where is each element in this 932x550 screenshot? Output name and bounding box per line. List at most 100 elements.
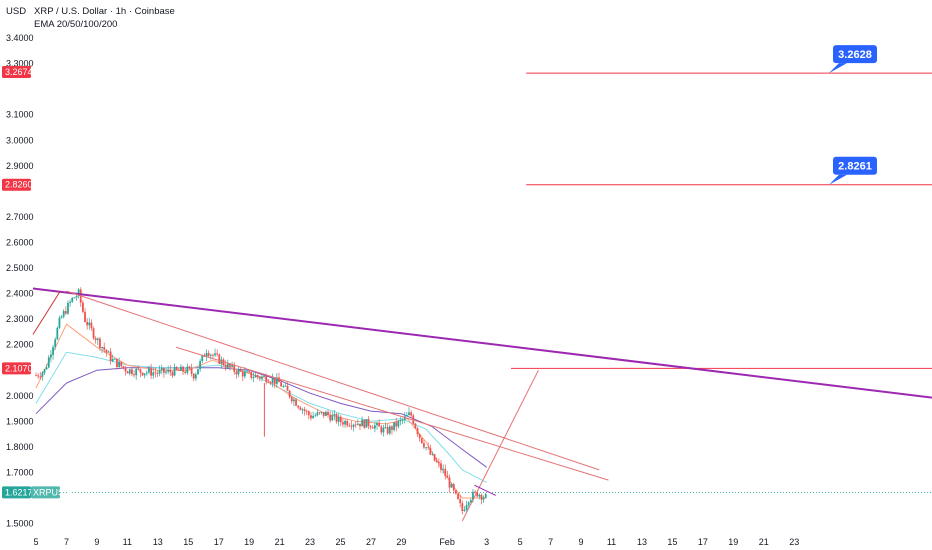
x-tick-label: 19: [244, 537, 254, 547]
candle-body: [224, 364, 227, 368]
candle-body: [54, 339, 57, 348]
candle-body: [56, 327, 59, 340]
candle-body: [212, 354, 214, 356]
candle-body: [476, 491, 479, 497]
candle-body: [367, 419, 370, 427]
candle-body: [265, 375, 268, 383]
price-tag: [2, 178, 31, 191]
candle-body: [188, 366, 191, 369]
symbol-tag: [31, 486, 60, 499]
candle-body: [369, 426, 372, 428]
candle-body: [84, 311, 86, 322]
candle-body: [442, 469, 445, 470]
candles: [35, 287, 487, 515]
candle-body: [45, 367, 48, 370]
candle-body: [107, 351, 110, 353]
candle-body: [463, 509, 466, 512]
x-tick-label: 11: [607, 537, 616, 547]
indicator-label[interactable]: EMA 20/50/100/200: [34, 19, 117, 30]
x-tick-label: 15: [667, 537, 677, 547]
candle-body: [239, 369, 242, 372]
candle-body: [173, 366, 176, 376]
candle-body: [457, 493, 459, 500]
price-tag-label: 2.1070: [5, 363, 33, 373]
y-tick-label: 2.6000: [6, 237, 34, 247]
candle-body: [86, 321, 89, 326]
candle-body: [182, 366, 184, 372]
currency-label: USD: [6, 6, 26, 17]
candle-body: [378, 422, 381, 427]
trendlines[interactable]: [32, 287, 932, 522]
x-tick-label: 19: [728, 537, 738, 547]
candle-body: [339, 416, 342, 423]
candle-body: [88, 322, 91, 326]
trendline[interactable]: [175, 346, 609, 481]
trendline[interactable]: [461, 369, 539, 522]
x-tick-label: 17: [214, 537, 224, 547]
candle-body: [186, 366, 189, 373]
candle-body: [469, 500, 472, 503]
candle-body: [350, 425, 353, 427]
y-tick-label: 2.2000: [6, 340, 34, 350]
trendline[interactable]: [66, 290, 600, 471]
trendline[interactable]: [474, 484, 497, 496]
trendline[interactable]: [32, 287, 932, 403]
candle-body: [94, 338, 97, 341]
candle-body: [293, 399, 295, 402]
candle-body: [316, 412, 319, 416]
candle-body: [218, 354, 221, 364]
x-tick-label: 13: [153, 537, 163, 547]
candle-body: [271, 378, 274, 383]
ema-100-line: [35, 367, 487, 468]
horizontal-levels[interactable]: [60, 72, 932, 493]
candle-body: [77, 289, 80, 297]
candle-body: [71, 297, 74, 302]
candle-body: [113, 358, 116, 360]
y-tick-label: 1.9000: [6, 416, 34, 426]
candle-body: [250, 371, 253, 378]
y-tick-label: 2.5000: [6, 263, 34, 273]
price-tag-label: 2.8260: [5, 180, 33, 190]
candle-body: [180, 366, 182, 371]
candle-body: [248, 371, 251, 373]
candle-body: [64, 311, 67, 314]
candle-body: [305, 411, 308, 412]
callout-pointer: [829, 174, 847, 185]
candle-body: [297, 405, 300, 408]
candle-body: [320, 411, 323, 413]
candle-body: [388, 426, 391, 434]
y-tick-label: 2.9000: [6, 161, 34, 171]
y-tick-label: 1.5000: [6, 519, 34, 529]
y-tick-label: 1.7000: [6, 467, 34, 477]
x-tick-label: 7: [548, 537, 553, 547]
candle-body: [39, 376, 42, 378]
candle-body: [284, 385, 287, 387]
candle-body: [143, 373, 146, 376]
trendline[interactable]: [32, 290, 61, 335]
symbol-title[interactable]: XRP / U.S. Dollar · 1h · Coinbase: [34, 6, 175, 17]
candle-body: [237, 369, 240, 375]
x-tick-label: Feb: [439, 537, 455, 547]
candle-body: [361, 419, 364, 427]
candle-body: [395, 422, 398, 427]
candle-body: [160, 368, 163, 371]
candle-body: [342, 422, 344, 425]
callout-box[interactable]: [833, 156, 877, 175]
price-callouts[interactable]: 3.2628 2.8261: [829, 45, 877, 185]
candle-body: [280, 382, 283, 387]
x-tick-label: 11: [123, 537, 132, 547]
callout-box[interactable]: [833, 45, 877, 64]
candle-body: [192, 373, 195, 379]
candle-body: [135, 368, 138, 376]
x-tick-label: 9: [94, 537, 99, 547]
candle-body: [133, 374, 135, 376]
candle-body: [116, 358, 118, 368]
candle-body: [376, 422, 378, 426]
candle-body: [465, 505, 468, 510]
callout-pointer: [829, 63, 847, 74]
candle-body: [484, 494, 487, 498]
callout-label: 2.8261: [838, 161, 872, 173]
candle-body: [286, 385, 289, 391]
candle-body: [312, 416, 314, 419]
